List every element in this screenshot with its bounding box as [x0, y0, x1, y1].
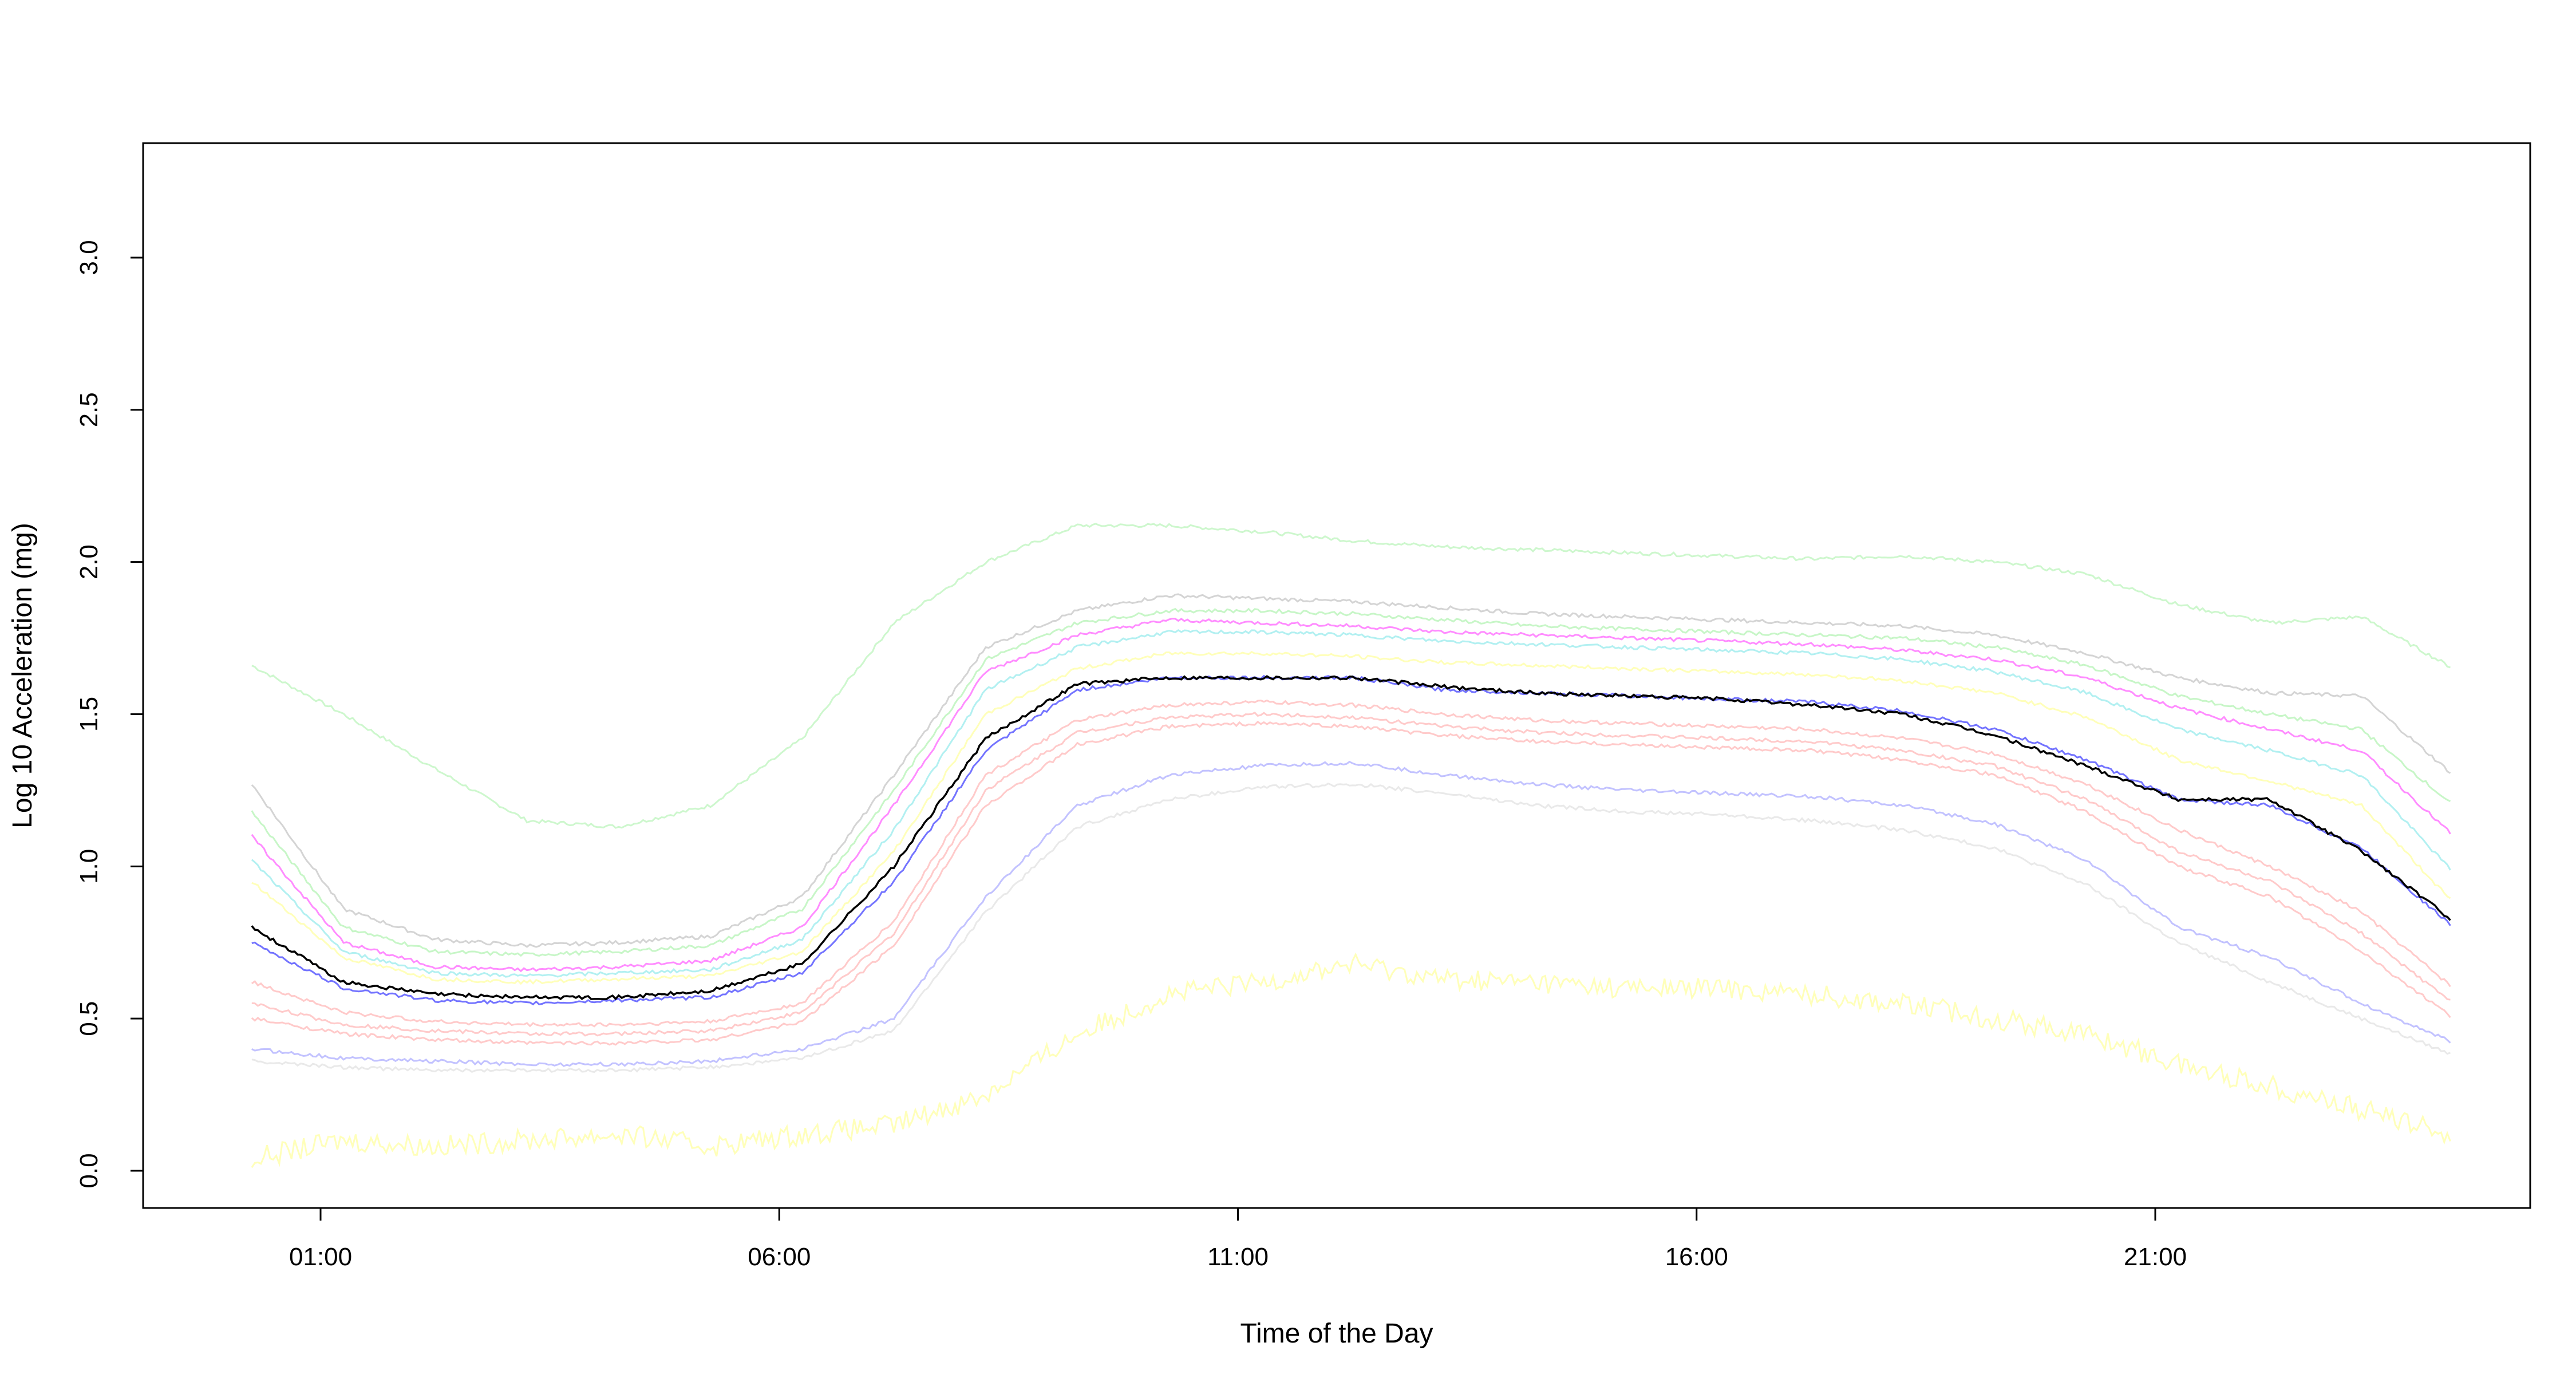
x-tick-label: 16:00: [1665, 1243, 1728, 1271]
series-line: [251, 675, 2451, 1001]
series-layer: [251, 523, 2451, 1168]
y-axis-title: Log 10 Acceleration (mg): [7, 523, 38, 828]
series-line: [251, 607, 2451, 957]
series-line: [251, 650, 2451, 985]
y-tick-label: 0.0: [75, 1153, 103, 1188]
series-line: [251, 952, 2451, 1168]
x-tick-label: 06:00: [748, 1243, 811, 1271]
series-line: [251, 618, 2451, 973]
series-line: [251, 782, 2451, 1073]
series-line: [251, 720, 2451, 1046]
x-axis-title: Time of the Day: [1240, 1318, 1433, 1349]
x-tick-label: 21:00: [2124, 1243, 2187, 1271]
y-tick-label: 2.0: [75, 544, 103, 579]
y-tick-label: 3.0: [75, 240, 103, 275]
y-tick-label: 1.0: [75, 849, 103, 884]
x-axis: 01:00 06:00 11:00 16:00 21:00: [289, 1207, 2187, 1271]
x-tick-label: 11:00: [1207, 1243, 1269, 1271]
y-axis: 0.0 0.5 1.0 1.5 2.0 2.5 3.0: [75, 240, 144, 1189]
series-line: [251, 593, 2451, 948]
series-line: [251, 523, 2451, 829]
series-line: [251, 711, 2451, 1037]
y-tick-label: 1.5: [75, 697, 103, 732]
y-tick-label: 0.5: [75, 1001, 103, 1036]
series-line: [251, 760, 2451, 1067]
series-line: [251, 674, 2451, 1006]
series-line: [251, 699, 2451, 1028]
series-line: [251, 629, 2451, 978]
x-tick-label: 01:00: [289, 1243, 352, 1271]
y-tick-label: 2.5: [75, 392, 103, 427]
